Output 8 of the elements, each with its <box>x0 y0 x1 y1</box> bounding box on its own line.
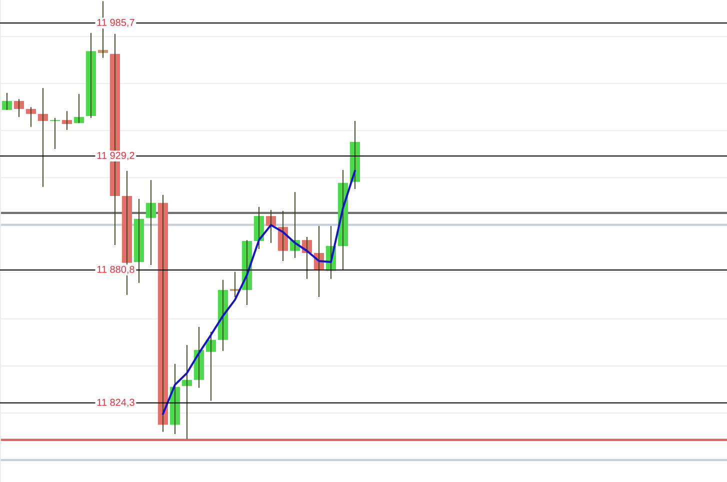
y-tick-label: 11 985,7 <box>97 18 134 28</box>
candlestick <box>50 117 60 150</box>
y-tick-label: 11 929,2 <box>97 152 134 160</box>
y-tick-label: 11 880,8 <box>97 266 134 274</box>
candlestick <box>2 92 12 110</box>
line-series <box>162 170 356 415</box>
y-tick-label: 11 824,3 <box>97 398 134 408</box>
candlestick <box>26 106 36 128</box>
